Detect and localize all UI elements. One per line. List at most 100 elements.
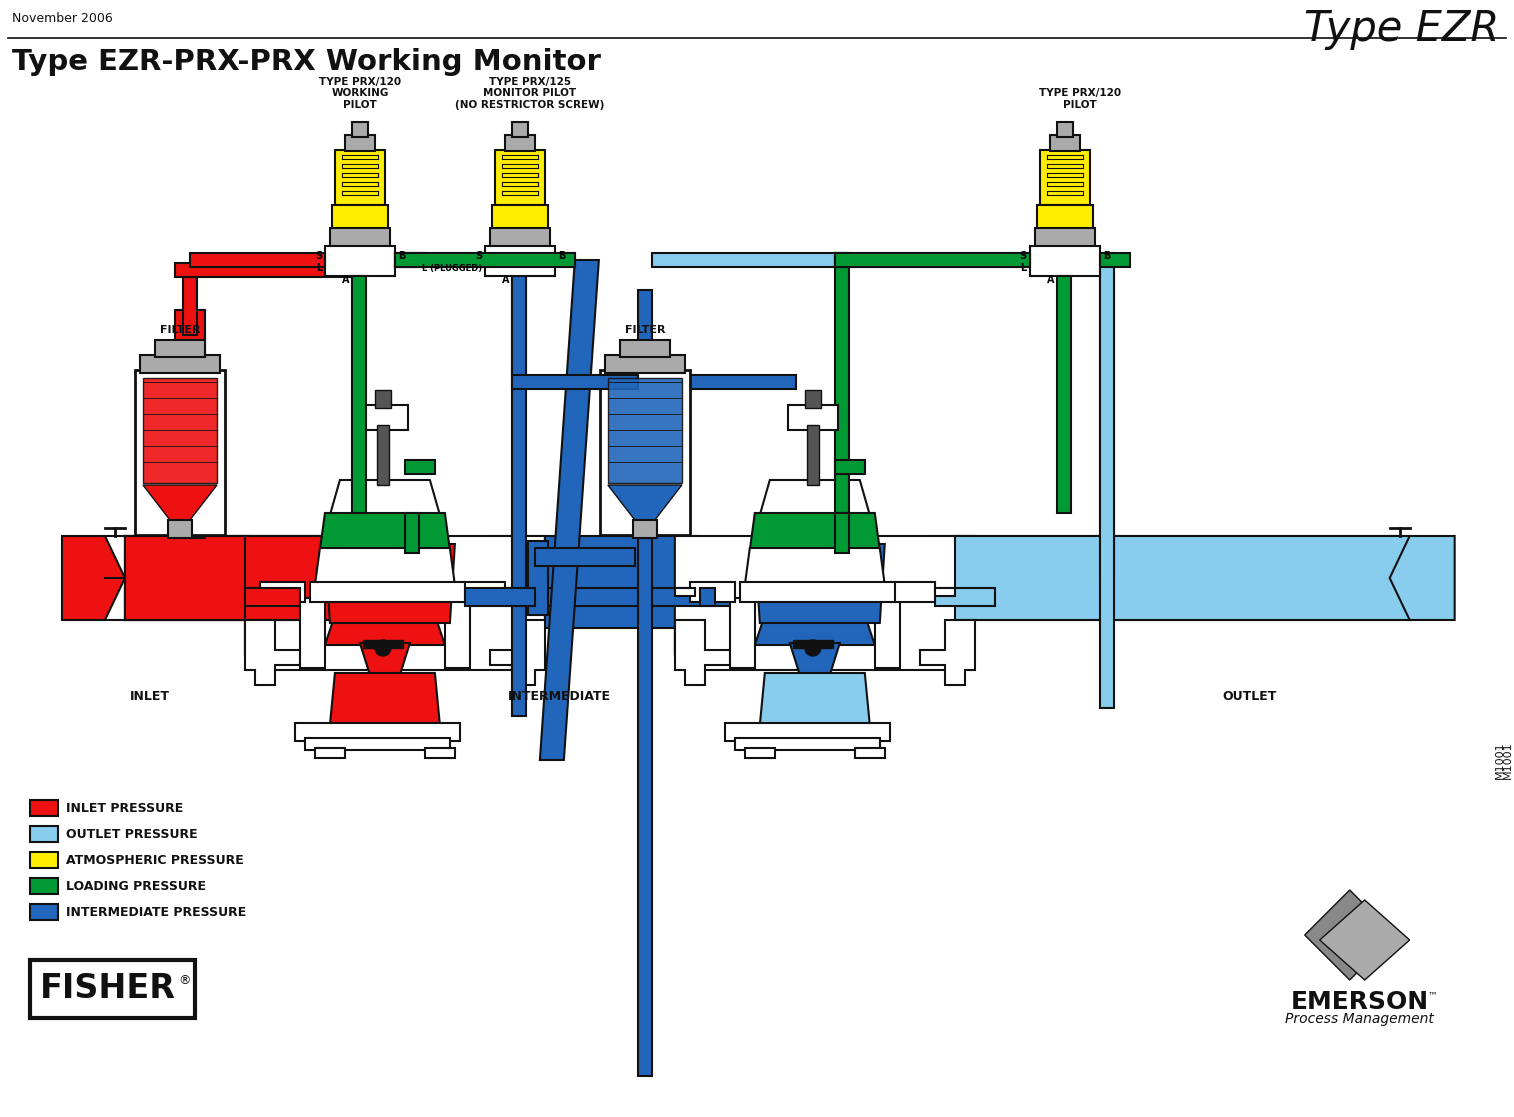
Text: M1001: M1001 (1503, 742, 1512, 779)
Bar (675, 588, 695, 596)
Bar (725, 723, 890, 741)
Text: L: L (316, 262, 322, 273)
Text: INTERMEDIATE: INTERMEDIATE (509, 690, 612, 703)
Polygon shape (1305, 890, 1394, 980)
Bar (512, 276, 525, 716)
Bar (135, 370, 226, 535)
Bar (395, 252, 575, 267)
Polygon shape (142, 485, 217, 521)
Polygon shape (607, 485, 681, 521)
Text: LOADING PRESSURE: LOADING PRESSURE (67, 879, 206, 892)
Text: A: A (342, 275, 350, 285)
Bar (304, 738, 450, 750)
Text: L (PLUGGED): L (PLUGGED) (422, 264, 481, 273)
Bar (637, 538, 653, 1076)
Bar (1049, 135, 1079, 151)
Bar (460, 582, 504, 602)
Polygon shape (326, 600, 445, 645)
Bar (534, 588, 730, 607)
Bar (875, 598, 899, 668)
Bar (295, 723, 460, 741)
Bar (126, 536, 365, 620)
Bar (425, 748, 454, 758)
Bar (30, 960, 195, 1018)
Bar (834, 252, 849, 513)
Polygon shape (540, 260, 600, 760)
Bar (245, 588, 300, 607)
Bar (126, 536, 341, 620)
Bar (168, 521, 192, 538)
Bar (357, 405, 407, 430)
Text: L: L (1020, 262, 1026, 273)
Bar (395, 252, 484, 267)
Bar (351, 276, 366, 513)
Text: Type EZR: Type EZR (1305, 8, 1500, 50)
Polygon shape (745, 548, 884, 585)
Bar (637, 513, 653, 538)
Text: INLET: INLET (130, 690, 170, 703)
Bar (326, 246, 395, 276)
Bar (930, 536, 1410, 620)
Text: ™: ™ (1428, 990, 1437, 1000)
Bar (807, 424, 819, 485)
Bar (1099, 252, 1114, 708)
Bar (619, 340, 669, 357)
Bar (504, 588, 580, 607)
Text: B: B (1102, 251, 1110, 261)
Bar (300, 598, 326, 668)
Bar (1037, 206, 1093, 230)
Text: ATMOSPHERIC PRESSURE: ATMOSPHERIC PRESSURE (67, 853, 244, 867)
Bar (1040, 150, 1090, 206)
Text: FILTER: FILTER (159, 325, 200, 335)
Text: FILTER: FILTER (625, 325, 665, 335)
Bar (653, 375, 796, 389)
Text: B: B (398, 251, 406, 261)
Bar (330, 228, 391, 248)
Bar (30, 825, 58, 842)
Text: OUTLET PRESSURE: OUTLET PRESSURE (67, 828, 198, 840)
Text: November 2006: November 2006 (12, 11, 112, 25)
Polygon shape (330, 480, 441, 515)
Bar (126, 588, 250, 607)
Text: A: A (1048, 275, 1055, 285)
Text: A: A (503, 275, 510, 285)
Bar (310, 582, 465, 602)
Bar (1057, 276, 1070, 513)
Polygon shape (760, 674, 871, 725)
Bar (745, 748, 775, 758)
Bar (690, 582, 734, 602)
Bar (404, 513, 419, 553)
Bar (375, 390, 391, 408)
Polygon shape (330, 674, 441, 725)
Bar (491, 228, 550, 248)
Bar (834, 460, 864, 474)
Bar (492, 206, 548, 230)
Bar (734, 738, 880, 750)
Polygon shape (790, 643, 840, 675)
Bar (528, 541, 548, 615)
Bar (30, 800, 58, 817)
Text: INTERMEDIATE PRESSURE: INTERMEDIATE PRESSURE (67, 906, 247, 918)
Bar (699, 588, 715, 607)
Bar (154, 340, 204, 357)
Text: S: S (475, 251, 481, 261)
Bar (183, 277, 197, 335)
Bar (934, 588, 955, 596)
Bar (855, 748, 884, 758)
Polygon shape (326, 544, 454, 623)
Bar (890, 582, 934, 602)
Bar (534, 548, 634, 566)
Bar (834, 252, 1030, 267)
Bar (1034, 228, 1095, 248)
Bar (363, 640, 403, 648)
Bar (955, 536, 1410, 620)
Bar (484, 246, 554, 276)
Bar (30, 904, 58, 920)
Bar (1030, 246, 1099, 276)
Bar (351, 122, 368, 137)
Bar (637, 536, 653, 538)
Circle shape (805, 640, 821, 656)
Text: INLET PRESSURE: INLET PRESSURE (67, 802, 183, 814)
Bar (395, 252, 425, 267)
Bar (730, 598, 755, 668)
